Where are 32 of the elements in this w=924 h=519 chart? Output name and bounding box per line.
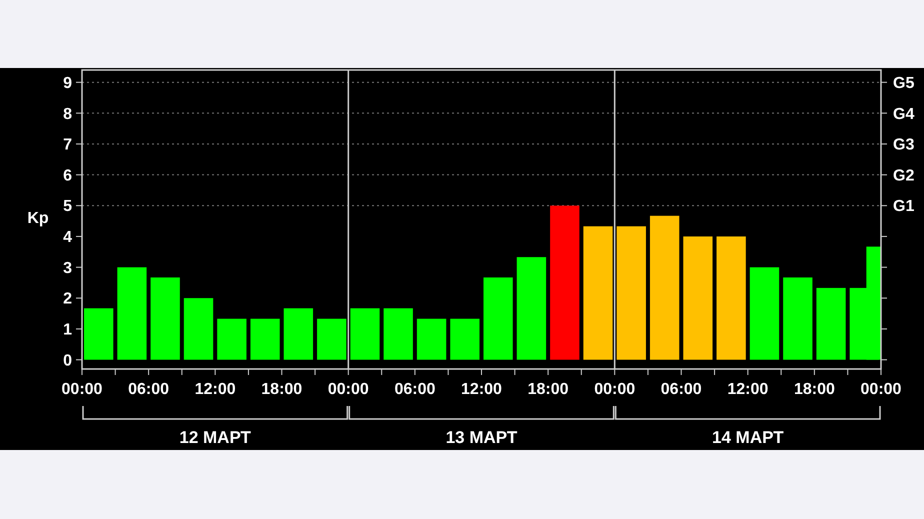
y-tick-label: 5: [63, 198, 72, 216]
text: 12 МАРТ: [179, 428, 252, 447]
y-tick-label: 1: [63, 322, 72, 339]
y-tick-label: 9: [63, 74, 72, 92]
text: 14 МАРТ: [712, 428, 784, 447]
y-tick-label: 3: [63, 260, 72, 277]
x-tick-label: 06:00: [394, 381, 436, 398]
y-tick-label: 0: [63, 352, 72, 370]
ref-line-label: G3: [893, 136, 914, 154]
x-tick-label: 12:00: [461, 381, 502, 398]
x-tick-label: 18:00: [528, 381, 569, 398]
x-tick-label: 00:00: [328, 381, 369, 398]
x-tick-label: 00:00: [860, 381, 902, 398]
x-tick-label: 12:00: [727, 381, 768, 398]
text: 13 МАРТ: [446, 428, 518, 447]
x-tick-label: 06:00: [128, 381, 170, 398]
x-tick-label: 06:00: [660, 381, 702, 398]
y-tick-label: 6: [63, 167, 72, 184]
y-tick-label: 2: [63, 290, 72, 308]
y-tick-label: 4: [63, 229, 72, 246]
x-tick-label: 18:00: [794, 381, 835, 398]
y-tick-label: 7: [63, 136, 72, 154]
x-tick-label: 18:00: [261, 381, 302, 398]
ref-line-label: G2: [893, 167, 914, 184]
ref-line-label: G5: [893, 74, 914, 92]
y-tick-label: 8: [63, 106, 72, 123]
y-axis-title: Kp: [27, 210, 49, 228]
x-tick-label: 00:00: [594, 381, 636, 398]
ref-line-label: G4: [893, 106, 914, 123]
x-tick-label: 12:00: [194, 381, 236, 398]
ref-line-label: G1: [893, 198, 914, 216]
x-tick-label: 00:00: [62, 381, 103, 398]
